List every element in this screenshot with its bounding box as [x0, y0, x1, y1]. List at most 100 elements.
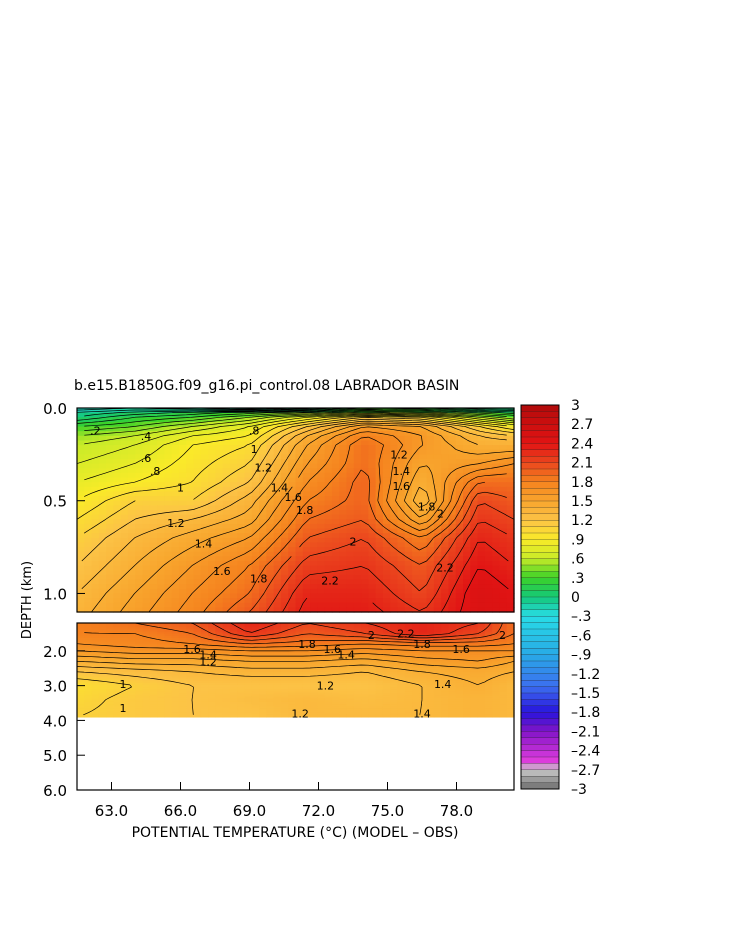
heat-cell [98, 623, 107, 626]
heat-cell [98, 676, 107, 680]
heat-cell [127, 579, 136, 585]
heat-cell [331, 570, 340, 576]
heat-cell [382, 565, 391, 571]
heat-cell [412, 665, 420, 669]
heat-cell [77, 640, 85, 643]
heat-cell [157, 693, 165, 697]
heat-cell [368, 629, 377, 633]
heat-cell [353, 627, 362, 630]
heat-cell [419, 665, 428, 669]
heat-cell [208, 496, 216, 502]
heat-cell [455, 472, 464, 479]
heat-cell [215, 514, 224, 520]
heat-cell [77, 678, 85, 682]
heat-cell [368, 584, 377, 590]
heat-cell [353, 574, 362, 581]
heat-cell [77, 519, 85, 525]
heat-cell [178, 697, 187, 701]
heat-cell [302, 627, 311, 630]
heat-cell [280, 676, 289, 680]
heat-cell [135, 680, 144, 684]
heat-cell [324, 435, 333, 442]
heat-cell [455, 565, 464, 571]
heat-cell [127, 644, 136, 648]
heat-cell [390, 697, 399, 701]
heat-cell [273, 468, 282, 474]
heat-cell [441, 629, 450, 633]
heat-cell [419, 691, 428, 695]
heat-cell [84, 629, 93, 633]
heat-cell [113, 682, 122, 686]
heat-cell [463, 500, 471, 506]
contour-label: 2.2 [321, 575, 339, 588]
heat-cell [448, 674, 457, 677]
heat-cell [506, 640, 515, 643]
heat-cell [259, 426, 267, 432]
heat-cell [178, 486, 187, 493]
heat-cell [157, 440, 165, 446]
heat-cell [353, 687, 362, 690]
heat-cell [288, 691, 297, 695]
heat-cell [120, 417, 129, 423]
heat-cell [186, 500, 195, 506]
heat-cell [361, 680, 369, 684]
heat-cell [382, 642, 391, 645]
heat-cell [91, 693, 100, 697]
heat-cell [470, 650, 479, 654]
heat-cell [157, 523, 165, 530]
heat-cell [463, 657, 471, 660]
heat-cell [353, 449, 362, 455]
heat-cell [98, 602, 107, 608]
heat-cell [171, 574, 180, 581]
heat-cell [186, 682, 195, 686]
heat-cell [353, 435, 362, 442]
heat-cell [178, 593, 187, 599]
heat-cell [317, 655, 326, 658]
heat-cell [353, 598, 362, 604]
heat-cell [484, 519, 493, 525]
heat-cell [113, 514, 122, 520]
heat-cell [455, 547, 464, 553]
heat-cell [463, 635, 471, 639]
heat-cell [178, 607, 187, 613]
heat-cell [499, 623, 508, 626]
heat-cell [419, 669, 428, 673]
heat-cell [295, 463, 304, 469]
heat-cell [120, 449, 129, 455]
heat-cell [178, 663, 187, 667]
heat-cell [331, 665, 340, 669]
heat-cell [288, 665, 297, 669]
heat-cell [412, 672, 420, 675]
heat-cell [441, 693, 450, 697]
heat-cell [390, 570, 399, 576]
heat-cell [463, 669, 471, 673]
heat-cell [477, 542, 486, 548]
heat-cell [331, 565, 340, 571]
heat-cell [455, 695, 464, 699]
heat-cell [178, 659, 187, 663]
contour-label: 1 [177, 482, 184, 495]
heat-cell [157, 449, 165, 455]
heat-cell [506, 477, 515, 483]
heat-cell [477, 477, 486, 483]
heat-cell [244, 650, 253, 654]
heat-cell [237, 454, 246, 460]
heat-cell [433, 463, 442, 469]
heat-cell [77, 693, 85, 697]
heat-cell [186, 661, 195, 665]
heat-cell [295, 528, 304, 534]
heat-cell [361, 697, 369, 701]
heat-cell [171, 695, 180, 699]
heat-cell [368, 682, 377, 686]
heat-cell [200, 459, 209, 465]
contour-line [76, 416, 515, 520]
heat-cell [229, 676, 238, 680]
heat-cell [84, 519, 93, 525]
heat-cell [98, 454, 107, 460]
heat-cell [120, 607, 129, 613]
heat-cell [324, 689, 333, 692]
heat-cell [157, 426, 165, 432]
heat-cell [433, 697, 442, 701]
heat-cell [77, 472, 85, 479]
heat-cell [164, 659, 173, 663]
